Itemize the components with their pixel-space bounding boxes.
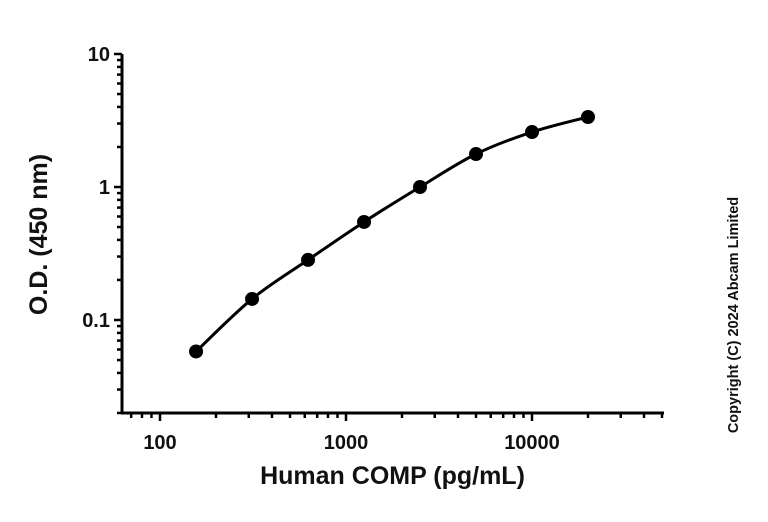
y-tick-label: 1	[99, 177, 110, 199]
data-point-marker	[469, 147, 484, 162]
copyright-notice: Copyright (C) 2024 Abcam Limited	[726, 196, 742, 434]
copyright-notice-container: Copyright (C) 2024 Abcam Limited	[716, 140, 752, 490]
data-point-marker	[357, 214, 372, 229]
x-tick-label: 10000	[504, 432, 560, 454]
y-axis-label: O.D. (450 nm)	[25, 153, 54, 315]
y-axis-label-container: O.D. (450 nm)	[10, 54, 70, 414]
data-point-marker	[525, 125, 539, 140]
data-point-marker	[245, 291, 260, 306]
data-point-marker	[189, 344, 204, 359]
data-point-marker	[301, 252, 316, 267]
y-tick-label: 0.1	[82, 310, 110, 332]
data-point-marker	[413, 180, 428, 194]
x-axis-label: Human COMP (pg/mL)	[260, 462, 525, 490]
fitted-curve	[195, 115, 589, 353]
x-tick-label: 100	[143, 432, 176, 454]
data-point-marker	[580, 109, 595, 124]
y-tick-label: 10	[88, 44, 110, 66]
x-tick-label: 1000	[324, 432, 369, 454]
